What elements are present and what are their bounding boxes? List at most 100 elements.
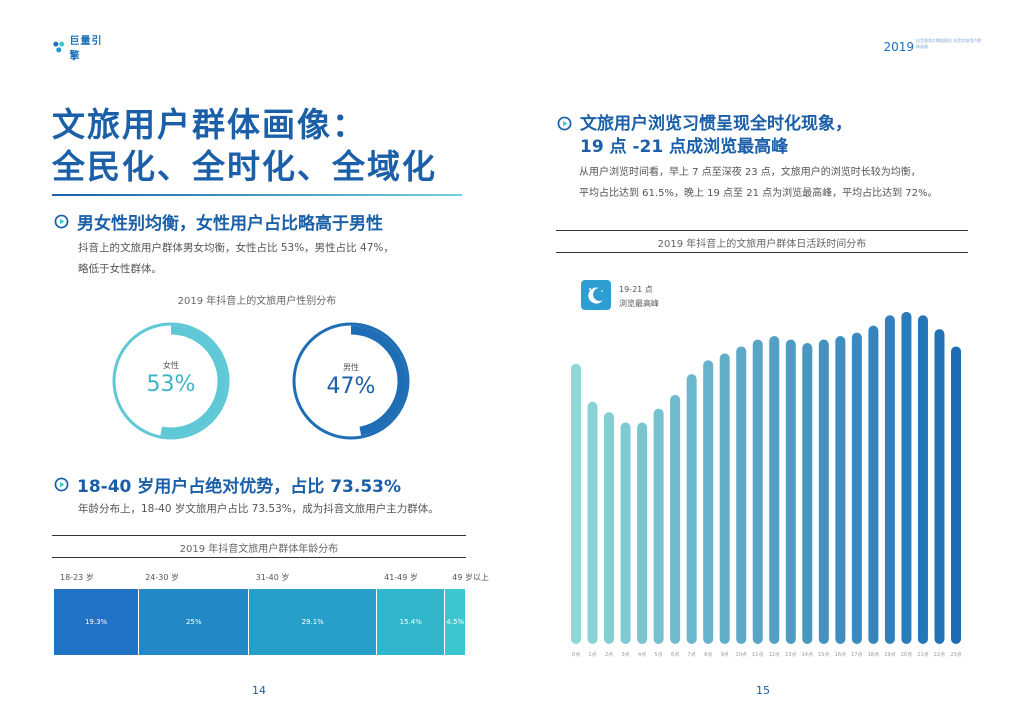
- hour-tick-label: 8点: [704, 652, 712, 658]
- age-group-labels: 18-23 岁 24-30 岁 31-40 岁 41-49 岁 49 岁以上: [54, 572, 489, 583]
- hour-tick-label: 2点: [605, 652, 613, 658]
- page-title-line1: 文旅用户群体画像：: [52, 105, 367, 144]
- male-ring: [292, 322, 410, 440]
- gender-body-line1: 抖音上的文旅用户群体男女均衡，女性占比 53%，男性占比 47%，: [78, 242, 394, 254]
- female-value: 53%: [146, 372, 196, 397]
- browse-body-line2: 平均占比达到 61.5%，晚上 19 点至 21 点为浏览最高峰，平均占比达到 …: [579, 188, 938, 199]
- browse-section-heading: 文旅用户浏览习惯呈现全时化现象， 19 点 -21 点成浏览最高峰: [557, 113, 852, 159]
- gender-body: 抖音上的文旅用户群体男女均衡，女性占比 53%，男性占比 47%， 略低于女性群…: [78, 238, 458, 280]
- play-circle-icon: [54, 214, 69, 229]
- browse-body-line1: 从用户浏览时间看，早上 7 点至深夜 23 点，文旅用户的浏览时长较为均衡，: [579, 167, 921, 178]
- male-ring-chart: 男性 47%: [290, 320, 412, 442]
- male-label: 男性: [343, 363, 359, 372]
- hour-bar: [670, 394, 681, 644]
- age-chart-caption: 2019 年抖音文旅用户群体年龄分布: [179, 544, 339, 555]
- page-number-right: 15: [756, 684, 770, 697]
- hour-bar: [917, 315, 928, 644]
- gender-chart-caption: 2019 年抖音上的文旅用户性别分布: [177, 296, 337, 307]
- browse-body: 从用户浏览时间看，早上 7 点至深夜 23 点，文旅用户的浏览时长较为均衡， 平…: [579, 162, 979, 204]
- play-circle-icon: [54, 477, 69, 492]
- browse-caption-top-rule: [556, 230, 968, 231]
- hour-tick-label: 6点: [671, 652, 679, 658]
- hour-tick-label: 14点: [802, 652, 813, 658]
- gender-heading-text: 男女性别均衡，女性用户占比略高于男性: [77, 214, 383, 234]
- hour-tick-label: 17点: [851, 652, 862, 658]
- female-ring-chart: 女性 53%: [110, 320, 232, 442]
- hour-bar: [637, 422, 648, 644]
- age-group-label: 31-40 岁: [255, 573, 290, 582]
- browse-heading-line2: 19 点 -21 点成浏览最高峰: [580, 137, 789, 157]
- age-caption-top-rule: [52, 535, 466, 536]
- play-circle-icon: [557, 116, 572, 131]
- hour-bar: [703, 360, 714, 644]
- age-segment: 29.1%: [249, 589, 378, 655]
- hour-tick-label: 11点: [752, 652, 763, 658]
- age-segment: 25%: [139, 589, 250, 655]
- hour-bar: [835, 336, 846, 644]
- male-value: 47%: [326, 374, 376, 399]
- hour-tick-label: 13点: [785, 652, 796, 658]
- age-heading-text: 18-40 岁用户占绝对优势，占比 73.53%: [77, 477, 402, 497]
- age-segment: 19.3%: [54, 589, 140, 655]
- hour-bar: [604, 412, 615, 644]
- hourly-activity-chart: 0点 1点 2点 3点 4点 5点 6点 7点 8点 9点 10点 11点 12点 13点 14点 15点 16…: [571, 311, 962, 658]
- hour-bar: [934, 329, 945, 644]
- peak-badge-text: 19-21 点 浏览最高峰: [619, 283, 659, 311]
- hour-bar: [802, 342, 813, 644]
- age-group-label: 24-30 岁: [145, 573, 180, 582]
- moon-icon: [588, 287, 603, 304]
- logo-text: 巨量引擎: [69, 36, 103, 62]
- hour-tick-label: 7点: [688, 652, 696, 658]
- hour-tick-label: 5点: [655, 652, 663, 658]
- hour-tick-label: 0点: [572, 652, 580, 658]
- age-section-heading: 18-40 岁用户占绝对优势，占比 73.53%: [54, 472, 401, 497]
- hour-tick-label: 1点: [588, 652, 596, 658]
- hour-bar: [686, 374, 697, 644]
- peak-badge-line2: 浏览最高峰: [619, 299, 659, 308]
- age-caption-bottom-rule: [52, 557, 466, 558]
- hour-tick-label: 16点: [835, 652, 846, 658]
- hour-bar: [620, 422, 631, 644]
- brand-logo: 巨量引擎: [52, 36, 112, 62]
- page-number-left: 14: [252, 684, 266, 697]
- hour-bar: [868, 325, 879, 644]
- female-ring-arc: [115, 325, 227, 437]
- hour-tick-label: 20点: [901, 652, 912, 658]
- logo-icon: [53, 41, 65, 53]
- browse-heading-line1: 文旅用户浏览习惯呈现全时化现象，: [580, 114, 852, 134]
- report-subtitle: 抖音旅游大数据报告 抖音文旅用户群体画像: [916, 38, 982, 49]
- hour-bar: [901, 311, 912, 644]
- hour-bar: [851, 332, 862, 644]
- hour-tick-label: 12点: [769, 652, 780, 658]
- browse-chart-caption: 2019 年抖音上的文旅用户群体日活跃时间分布: [657, 239, 867, 250]
- moon-badge: [581, 280, 611, 310]
- hour-tick-label: 22点: [934, 652, 945, 658]
- hour-tick-label: 4点: [638, 652, 646, 658]
- hour-tick-label: 19点: [884, 652, 895, 658]
- hour-bar: [785, 339, 796, 644]
- hour-bar: [736, 346, 747, 644]
- male-ring-arc: [295, 325, 407, 437]
- hour-bar: [587, 401, 598, 644]
- hour-tick-label: 9点: [721, 652, 729, 658]
- hour-bar: [818, 339, 829, 644]
- hour-bar: [752, 339, 763, 644]
- hour-bar: [571, 363, 581, 644]
- peak-badge-line1: 19-21 点: [619, 285, 653, 294]
- report-year: 2019: [883, 40, 914, 54]
- page-title-line2: 全民化、全时化、全域化: [52, 147, 437, 186]
- hour-bar: [719, 353, 730, 644]
- age-group-label: 41-49 岁: [384, 573, 418, 582]
- hour-bar: [653, 408, 664, 644]
- hour-bar: [951, 346, 961, 644]
- hour-tick-label: 3点: [621, 652, 629, 658]
- age-stacked-bar: 19.3% 25% 29.1% 15.4% 4.5%: [54, 589, 467, 655]
- hour-tick-label: 10点: [736, 652, 747, 658]
- hour-tick-label: 18点: [868, 652, 879, 658]
- title-divider: [52, 194, 462, 196]
- age-segment: 4.5%: [445, 589, 467, 655]
- gender-body-line2: 略低于女性群体。: [78, 263, 162, 275]
- age-group-label: 49 岁以上: [452, 573, 489, 582]
- female-label: 女性: [163, 361, 179, 370]
- age-segment: 15.4%: [377, 589, 446, 655]
